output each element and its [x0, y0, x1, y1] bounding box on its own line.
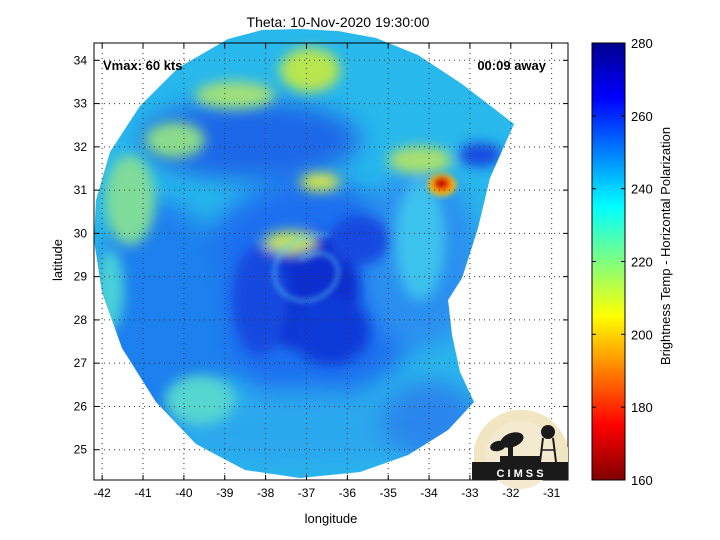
- y-tick-label: 26: [74, 399, 88, 413]
- x-tick-label: -41: [134, 486, 152, 500]
- colorbar-tick-label: 240: [631, 182, 653, 197]
- y-tick-label: 30: [74, 226, 88, 240]
- x-tick-label: -34: [420, 486, 438, 500]
- colorbar-tick-label: 280: [631, 36, 653, 51]
- x-tick-label: -31: [543, 486, 561, 500]
- colorbar-tick-labels: 280 260 240 220 200 180 160: [631, 36, 653, 488]
- x-tick-label: -35: [380, 486, 398, 500]
- x-tick-label: -42: [94, 486, 112, 500]
- x-axis-label: longitude: [305, 511, 358, 526]
- x-tick-label: -40: [175, 486, 193, 500]
- y-tick-label: 34: [74, 53, 88, 67]
- axes-frame: [93, 42, 569, 481]
- x-tick-label: -32: [502, 486, 520, 500]
- y-tick-label: 32: [74, 140, 88, 154]
- y-tick-label: 27: [74, 356, 88, 370]
- x-tick-label: -33: [461, 486, 479, 500]
- x-tick-label: -39: [216, 486, 234, 500]
- chart-title: Theta: 10-Nov-2020 19:30:00: [247, 14, 430, 30]
- colorbar-tick-label: 200: [631, 327, 653, 342]
- x-tick-label: -37: [298, 486, 316, 500]
- cimss-logo: C I M S S: [472, 409, 568, 489]
- colorbar: [591, 42, 626, 481]
- y-tick-label: 33: [74, 97, 88, 111]
- y-tick-label: 29: [74, 270, 88, 284]
- colorbar-tick-label: 160: [631, 473, 653, 488]
- colorbar-tick-label: 220: [631, 255, 653, 270]
- colorbar-label: Brightness Temp - Horizontal Polarizatio…: [658, 127, 673, 365]
- x-tick-label: -36: [339, 486, 357, 500]
- y-axis-label: latitude: [50, 239, 65, 281]
- vmax-annotation: Vmax: 60 kts: [103, 58, 183, 73]
- time-away-annotation: 00:09 away: [477, 58, 546, 73]
- x-tick-label: -38: [257, 486, 275, 500]
- y-tick-label: 28: [74, 313, 88, 327]
- cimss-logo-text: C I M S S: [496, 468, 543, 480]
- y-tick-label: 25: [74, 443, 88, 457]
- y-tick-label: 31: [74, 183, 88, 197]
- x-tick-labels: -42 -41 -40 -39 -38 -37 -36 -35 -34 -33 -32 -31: [94, 486, 561, 500]
- y-tick-labels: 25 26 27 28 29 30 31 32 33 34: [74, 53, 88, 456]
- colorbar-tick-label: 180: [631, 400, 653, 415]
- colorbar-tick-marks: [592, 42, 625, 481]
- colorbar-tick-label: 260: [631, 109, 653, 124]
